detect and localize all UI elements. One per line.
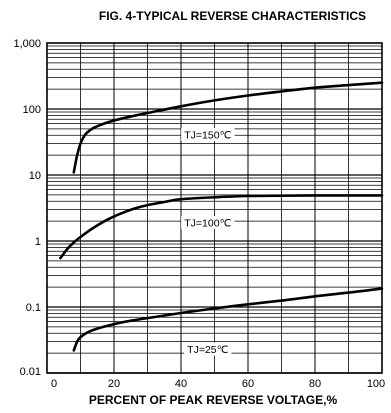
x-axis-title: PERCENT OF PEAK REVERSE VOLTAGE,% xyxy=(89,393,338,407)
curve-series-0 xyxy=(72,81,384,174)
grid xyxy=(47,43,382,374)
curve-label-0: TJ=150℃ xyxy=(184,130,231,142)
curve-label-2: TJ=25℃ xyxy=(187,344,228,356)
x-tick-label: 60 xyxy=(242,378,254,390)
y-tick-label: 0.01 xyxy=(20,366,41,378)
y-tick-label: 1 xyxy=(35,236,41,248)
curve-series-2 xyxy=(72,287,384,352)
curve-label-1: TJ=100℃ xyxy=(184,218,231,230)
y-tick-label: 100 xyxy=(23,104,41,116)
curve-series-1 xyxy=(59,194,384,260)
curve-label-bg xyxy=(184,342,232,356)
curve-label-bg xyxy=(181,128,235,142)
curves xyxy=(59,81,384,352)
chart-title: FIG. 4-TYPICAL REVERSE CHARACTERISTICS xyxy=(99,9,366,23)
x-tick-label: 40 xyxy=(175,378,187,390)
x-tick-label: 0 xyxy=(51,378,57,390)
x-tick-label: 100 xyxy=(367,378,385,390)
y-tick-label: 0.1 xyxy=(26,302,41,314)
y-tick-label: 10 xyxy=(29,170,41,182)
curve-labels: TJ=150℃ TJ=100℃ TJ=25℃ xyxy=(181,128,235,356)
tick-labels: 0 20 40 60 80 100 1,000 100 10 1 0.1 0.01 xyxy=(13,38,385,390)
x-tick-label: 80 xyxy=(309,378,321,390)
y-tick-label: 1,000 xyxy=(13,38,41,50)
curve-label-bg xyxy=(181,216,235,230)
plot-frame xyxy=(46,42,383,374)
x-tick-label: 20 xyxy=(108,378,120,390)
